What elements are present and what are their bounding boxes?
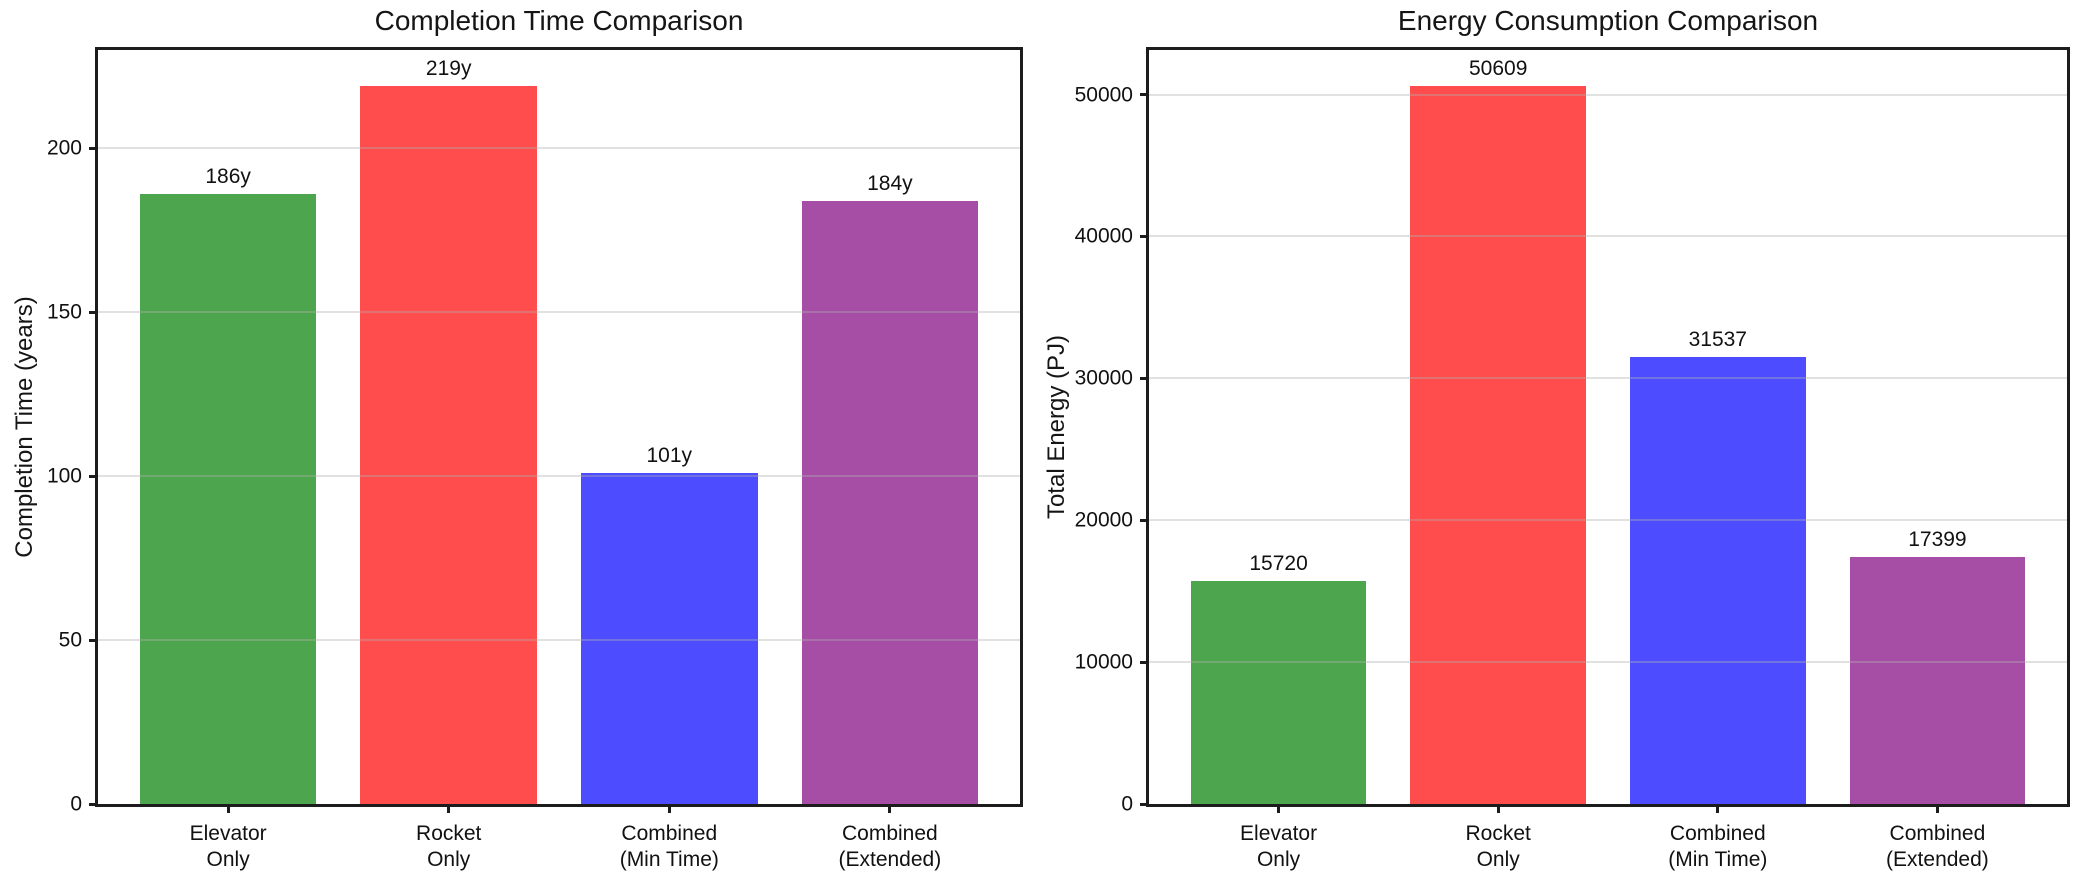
ytick-label-40000: 40000 <box>1074 224 1133 248</box>
bar-elevator-only <box>1190 580 1367 804</box>
ytick-label-200: 200 <box>46 136 82 160</box>
gridline-y-200 <box>98 147 1020 150</box>
ytick-label-10000: 10000 <box>1074 650 1133 674</box>
bar-value-label-combined-extended: 184y <box>867 171 913 195</box>
xtick-mark-combined-min-time <box>667 804 671 813</box>
gridline-y-20000 <box>1149 519 2067 522</box>
bar-value-label-elevator-only: 186y <box>205 165 251 189</box>
ytick-label-30000: 30000 <box>1074 366 1133 390</box>
bar-rocket-only <box>360 86 537 804</box>
chart-title-completion-time: Completion Time Comparison <box>374 5 744 36</box>
ytick-label-0: 0 <box>1121 792 1133 816</box>
xtick-mark-rocket-only <box>1496 804 1500 813</box>
bar-value-label-rocket-only: 50609 <box>1468 56 1528 80</box>
ytick-mark-0 <box>89 802 98 806</box>
bar-combined-extended <box>801 200 979 804</box>
ytick-mark-200 <box>89 146 98 150</box>
chart-title-energy-consumption: Energy Consumption Comparison <box>1397 5 1819 36</box>
ytick-mark-0 <box>1140 802 1149 806</box>
ytick-label-20000: 20000 <box>1074 508 1133 532</box>
xtick-label-combined-extended: Combined (Extended) <box>1886 822 1989 871</box>
bar-elevator-only <box>139 194 317 804</box>
ytick-label-150: 150 <box>46 300 82 324</box>
ytick-mark-50 <box>89 638 98 642</box>
ytick-mark-150 <box>89 310 98 314</box>
bar-combined-min-time <box>581 472 758 804</box>
xtick-label-rocket-only: Rocket Only <box>1465 822 1531 871</box>
ytick-label-50: 50 <box>58 628 82 652</box>
xtick-label-combined-min-time: Combined (Min Time) <box>619 822 719 871</box>
ytick-label-100: 100 <box>46 464 82 488</box>
gridline-y-50 <box>98 639 1020 642</box>
ytick-mark-10000 <box>1140 660 1149 664</box>
gridline-y-100 <box>98 475 1020 478</box>
bar-value-label-combined-min-time: 101y <box>646 443 693 467</box>
ytick-mark-40000 <box>1140 234 1149 238</box>
bar-value-label-rocket-only: 219y <box>425 57 472 81</box>
xtick-mark-rocket-only <box>447 804 451 813</box>
bar-combined-extended <box>1849 557 2026 804</box>
gridline-y-50000 <box>1149 93 2067 96</box>
gridline-y-150 <box>98 311 1020 314</box>
ytick-mark-100 <box>89 474 98 478</box>
plot-area-completion-time: 0 50 100 150 200 186y Elevator Only 219y Rocket … <box>47 47 1023 871</box>
xtick-mark-combined-min-time <box>1716 804 1720 813</box>
bar-combined-min-time <box>1629 356 1806 804</box>
y-axis-label-energy-consumption: Total Energy (PJ) <box>1043 334 1070 520</box>
xtick-mark-elevator-only <box>1277 804 1281 813</box>
plot-area-energy-consumption: 0 10000 20000 30000 40000 50000 15720 Elevator … <box>1075 47 2070 871</box>
ytick-mark-20000 <box>1140 518 1149 522</box>
bar-value-label-elevator-only: 15720 <box>1249 551 1308 575</box>
xtick-mark-elevator-only <box>226 804 230 813</box>
xtick-mark-combined-extended <box>888 804 892 813</box>
gridline-y-10000 <box>1149 661 2067 664</box>
bar-rocket-only <box>1410 85 1587 804</box>
ytick-label-0: 0 <box>70 792 82 816</box>
bar-value-label-combined-extended: 17399 <box>1908 528 1967 552</box>
gridline-y-30000 <box>1149 377 2067 380</box>
xtick-label-combined-min-time: Combined (Min Time) <box>1668 822 1768 871</box>
y-axis-label-completion-time: Completion Time (years) <box>11 296 38 558</box>
gridline-y-40000 <box>1149 235 2067 238</box>
xtick-label-elevator-only: Elevator Only <box>1240 822 1318 871</box>
ytick-label-50000: 50000 <box>1074 83 1133 107</box>
bar-value-label-combined-min-time: 31537 <box>1688 327 1747 351</box>
xtick-label-elevator-only: Elevator Only <box>189 822 267 871</box>
ytick-mark-30000 <box>1140 376 1149 380</box>
ytick-mark-50000 <box>1140 93 1149 97</box>
xtick-label-combined-extended: Combined (Extended) <box>838 822 942 871</box>
xtick-label-rocket-only: Rocket Only <box>416 822 482 871</box>
xtick-mark-combined-extended <box>1935 804 1939 813</box>
